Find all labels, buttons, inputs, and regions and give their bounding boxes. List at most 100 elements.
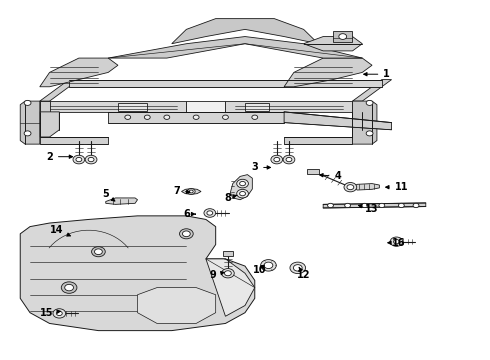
Polygon shape bbox=[108, 37, 362, 58]
Polygon shape bbox=[69, 80, 382, 87]
Bar bbox=[118, 103, 147, 111]
Circle shape bbox=[379, 203, 385, 208]
Polygon shape bbox=[230, 175, 252, 200]
Polygon shape bbox=[106, 198, 138, 204]
Polygon shape bbox=[40, 58, 118, 87]
Circle shape bbox=[261, 260, 276, 271]
Circle shape bbox=[56, 311, 62, 316]
Circle shape bbox=[283, 155, 295, 164]
Circle shape bbox=[73, 155, 85, 164]
Circle shape bbox=[240, 192, 245, 196]
Polygon shape bbox=[352, 112, 362, 137]
Circle shape bbox=[344, 183, 357, 192]
Polygon shape bbox=[40, 137, 108, 144]
Circle shape bbox=[95, 249, 102, 255]
Bar bbox=[223, 251, 233, 256]
Circle shape bbox=[398, 203, 404, 208]
Polygon shape bbox=[138, 288, 216, 323]
Circle shape bbox=[85, 155, 97, 164]
Bar bbox=[333, 31, 352, 42]
Text: 8: 8 bbox=[224, 193, 237, 203]
Text: 11: 11 bbox=[386, 182, 408, 192]
Polygon shape bbox=[284, 112, 392, 130]
Circle shape bbox=[240, 181, 245, 186]
Text: 6: 6 bbox=[183, 209, 196, 219]
Circle shape bbox=[339, 34, 346, 40]
Polygon shape bbox=[40, 112, 59, 137]
Circle shape bbox=[187, 189, 195, 194]
Polygon shape bbox=[108, 112, 284, 123]
Polygon shape bbox=[352, 80, 392, 101]
Polygon shape bbox=[172, 19, 318, 44]
Polygon shape bbox=[40, 101, 186, 112]
Polygon shape bbox=[186, 101, 225, 112]
Text: 10: 10 bbox=[253, 265, 267, 275]
Circle shape bbox=[328, 203, 333, 208]
Polygon shape bbox=[284, 58, 372, 87]
Polygon shape bbox=[284, 137, 352, 144]
Circle shape bbox=[222, 115, 228, 120]
Circle shape bbox=[182, 231, 190, 237]
Circle shape bbox=[164, 115, 170, 120]
Circle shape bbox=[125, 115, 131, 120]
Circle shape bbox=[366, 100, 373, 105]
Text: 12: 12 bbox=[297, 267, 310, 280]
Polygon shape bbox=[304, 37, 362, 51]
Polygon shape bbox=[40, 101, 49, 112]
Text: 13: 13 bbox=[359, 204, 379, 214]
Circle shape bbox=[237, 189, 248, 198]
Circle shape bbox=[207, 211, 213, 215]
Circle shape bbox=[237, 179, 248, 188]
Circle shape bbox=[393, 239, 399, 244]
Circle shape bbox=[24, 131, 31, 136]
Polygon shape bbox=[181, 189, 201, 194]
Text: 3: 3 bbox=[251, 162, 270, 172]
Polygon shape bbox=[20, 101, 40, 144]
Circle shape bbox=[193, 115, 199, 120]
Circle shape bbox=[271, 155, 283, 164]
Circle shape bbox=[88, 157, 94, 162]
Circle shape bbox=[252, 115, 258, 120]
Text: 14: 14 bbox=[50, 225, 71, 236]
Circle shape bbox=[344, 203, 350, 208]
Circle shape bbox=[204, 209, 216, 217]
Circle shape bbox=[179, 229, 193, 239]
Text: 7: 7 bbox=[173, 186, 190, 196]
Circle shape bbox=[61, 282, 77, 293]
Circle shape bbox=[65, 284, 74, 291]
Circle shape bbox=[76, 157, 82, 162]
Text: 2: 2 bbox=[46, 152, 73, 162]
Circle shape bbox=[390, 237, 403, 246]
Text: 16: 16 bbox=[388, 238, 406, 248]
Polygon shape bbox=[206, 259, 255, 316]
Circle shape bbox=[290, 262, 306, 274]
Circle shape bbox=[189, 190, 193, 193]
Text: 9: 9 bbox=[210, 270, 224, 280]
Polygon shape bbox=[225, 101, 352, 112]
Circle shape bbox=[92, 247, 105, 257]
Circle shape bbox=[264, 262, 273, 269]
Circle shape bbox=[53, 309, 66, 318]
Circle shape bbox=[224, 271, 231, 276]
Circle shape bbox=[347, 185, 354, 190]
Circle shape bbox=[145, 115, 150, 120]
Circle shape bbox=[24, 100, 31, 105]
Bar bbox=[307, 168, 319, 174]
Circle shape bbox=[362, 203, 368, 208]
Circle shape bbox=[286, 157, 292, 162]
Circle shape bbox=[221, 269, 234, 278]
Polygon shape bbox=[352, 101, 362, 112]
Text: 5: 5 bbox=[102, 189, 115, 201]
Polygon shape bbox=[40, 80, 79, 101]
Text: 15: 15 bbox=[40, 308, 60, 318]
Text: 1: 1 bbox=[364, 69, 390, 79]
Text: 4: 4 bbox=[319, 171, 341, 181]
Circle shape bbox=[294, 265, 302, 271]
Circle shape bbox=[274, 157, 280, 162]
Polygon shape bbox=[323, 203, 426, 208]
Circle shape bbox=[366, 131, 373, 136]
Polygon shape bbox=[352, 101, 377, 144]
Circle shape bbox=[413, 203, 419, 208]
Polygon shape bbox=[352, 184, 379, 190]
Polygon shape bbox=[20, 216, 255, 330]
